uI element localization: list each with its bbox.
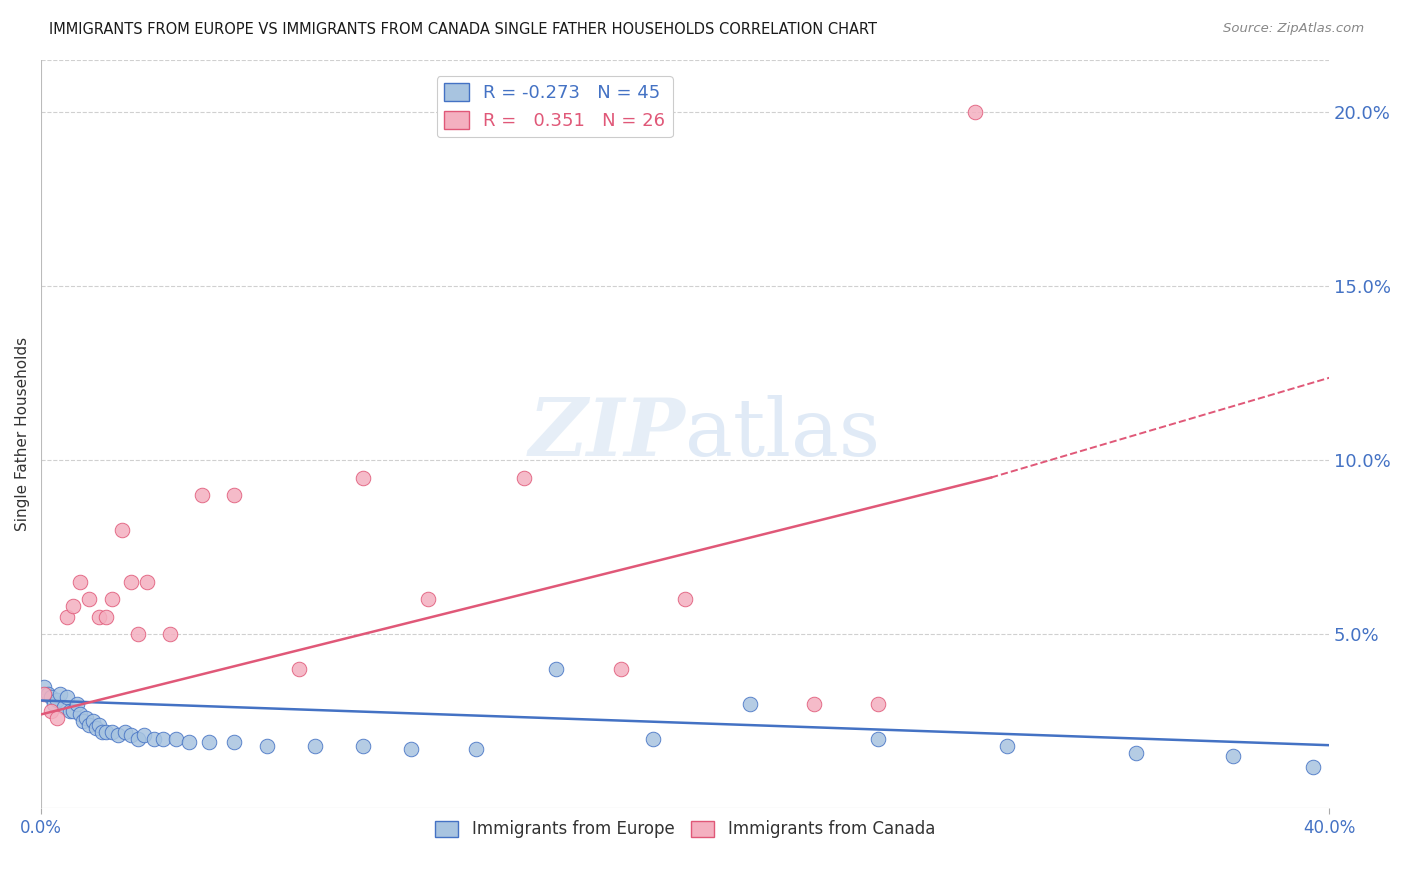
Point bbox=[107, 728, 129, 742]
Point bbox=[995, 739, 1018, 753]
Point bbox=[42, 697, 65, 711]
Point bbox=[75, 711, 97, 725]
Point bbox=[224, 488, 246, 502]
Text: IMMIGRANTS FROM EUROPE VS IMMIGRANTS FROM CANADA SINGLE FATHER HOUSEHOLDS CORREL: IMMIGRANTS FROM EUROPE VS IMMIGRANTS FRO… bbox=[49, 22, 877, 37]
Point bbox=[304, 739, 326, 753]
Point bbox=[287, 662, 309, 676]
Point bbox=[79, 718, 101, 732]
Point bbox=[127, 627, 149, 641]
Point bbox=[101, 724, 124, 739]
Point bbox=[94, 724, 117, 739]
Point bbox=[46, 693, 69, 707]
Point bbox=[62, 599, 84, 614]
Point bbox=[416, 592, 439, 607]
Point bbox=[803, 697, 825, 711]
Point bbox=[197, 735, 219, 749]
Point bbox=[165, 731, 187, 746]
Text: Source: ZipAtlas.com: Source: ZipAtlas.com bbox=[1223, 22, 1364, 36]
Point bbox=[191, 488, 214, 502]
Point bbox=[609, 662, 631, 676]
Point bbox=[114, 724, 136, 739]
Point bbox=[65, 697, 87, 711]
Point bbox=[72, 714, 94, 729]
Point bbox=[87, 718, 110, 732]
Point bbox=[868, 697, 890, 711]
Point bbox=[79, 592, 101, 607]
Point bbox=[868, 731, 890, 746]
Point bbox=[1302, 759, 1324, 773]
Point bbox=[1222, 749, 1244, 764]
Point bbox=[738, 697, 761, 711]
Point bbox=[94, 610, 117, 624]
Point bbox=[46, 711, 69, 725]
Point bbox=[352, 739, 374, 753]
Point bbox=[82, 714, 104, 729]
Point bbox=[179, 735, 201, 749]
Point bbox=[110, 523, 132, 537]
Point bbox=[34, 680, 56, 694]
Point bbox=[62, 704, 84, 718]
Point bbox=[963, 104, 986, 119]
Point bbox=[1125, 746, 1147, 760]
Point bbox=[127, 731, 149, 746]
Text: ZIP: ZIP bbox=[529, 395, 685, 473]
Point bbox=[142, 731, 165, 746]
Point bbox=[256, 739, 278, 753]
Point bbox=[84, 722, 107, 736]
Point bbox=[513, 470, 536, 484]
Point bbox=[69, 575, 91, 590]
Point bbox=[49, 686, 72, 700]
Point bbox=[673, 592, 696, 607]
Legend: Immigrants from Europe, Immigrants from Canada: Immigrants from Europe, Immigrants from … bbox=[429, 814, 942, 845]
Y-axis label: Single Father Households: Single Father Households bbox=[15, 337, 30, 531]
Point bbox=[52, 700, 75, 714]
Point bbox=[401, 742, 423, 756]
Point bbox=[59, 704, 82, 718]
Text: atlas: atlas bbox=[685, 395, 880, 473]
Point bbox=[120, 575, 142, 590]
Point bbox=[120, 728, 142, 742]
Point bbox=[37, 686, 59, 700]
Point bbox=[34, 686, 56, 700]
Point bbox=[87, 610, 110, 624]
Point bbox=[136, 575, 159, 590]
Point bbox=[39, 704, 62, 718]
Point bbox=[152, 731, 174, 746]
Point bbox=[101, 592, 124, 607]
Point bbox=[134, 728, 156, 742]
Point bbox=[546, 662, 568, 676]
Point bbox=[39, 690, 62, 704]
Point bbox=[352, 470, 374, 484]
Point bbox=[464, 742, 486, 756]
Point bbox=[91, 724, 114, 739]
Point bbox=[56, 610, 79, 624]
Point bbox=[56, 690, 79, 704]
Point bbox=[69, 707, 91, 722]
Point bbox=[224, 735, 246, 749]
Point bbox=[641, 731, 664, 746]
Point bbox=[159, 627, 181, 641]
